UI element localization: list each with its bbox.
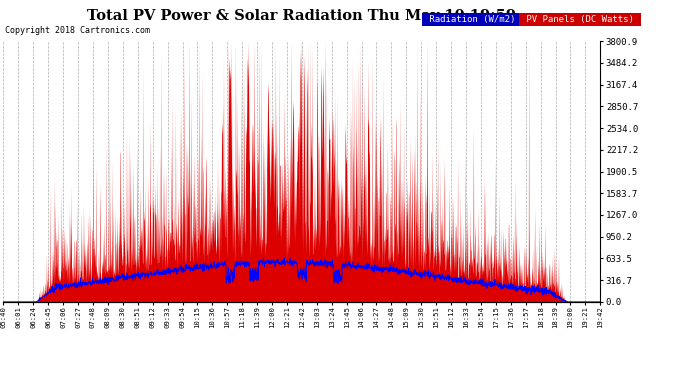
Text: Radiation (W/m2): Radiation (W/m2): [424, 15, 521, 24]
Text: Copyright 2018 Cartronics.com: Copyright 2018 Cartronics.com: [5, 26, 150, 35]
Text: Total PV Power & Solar Radiation Thu May 10 19:59: Total PV Power & Solar Radiation Thu May…: [88, 9, 516, 23]
Text: PV Panels (DC Watts): PV Panels (DC Watts): [521, 15, 639, 24]
